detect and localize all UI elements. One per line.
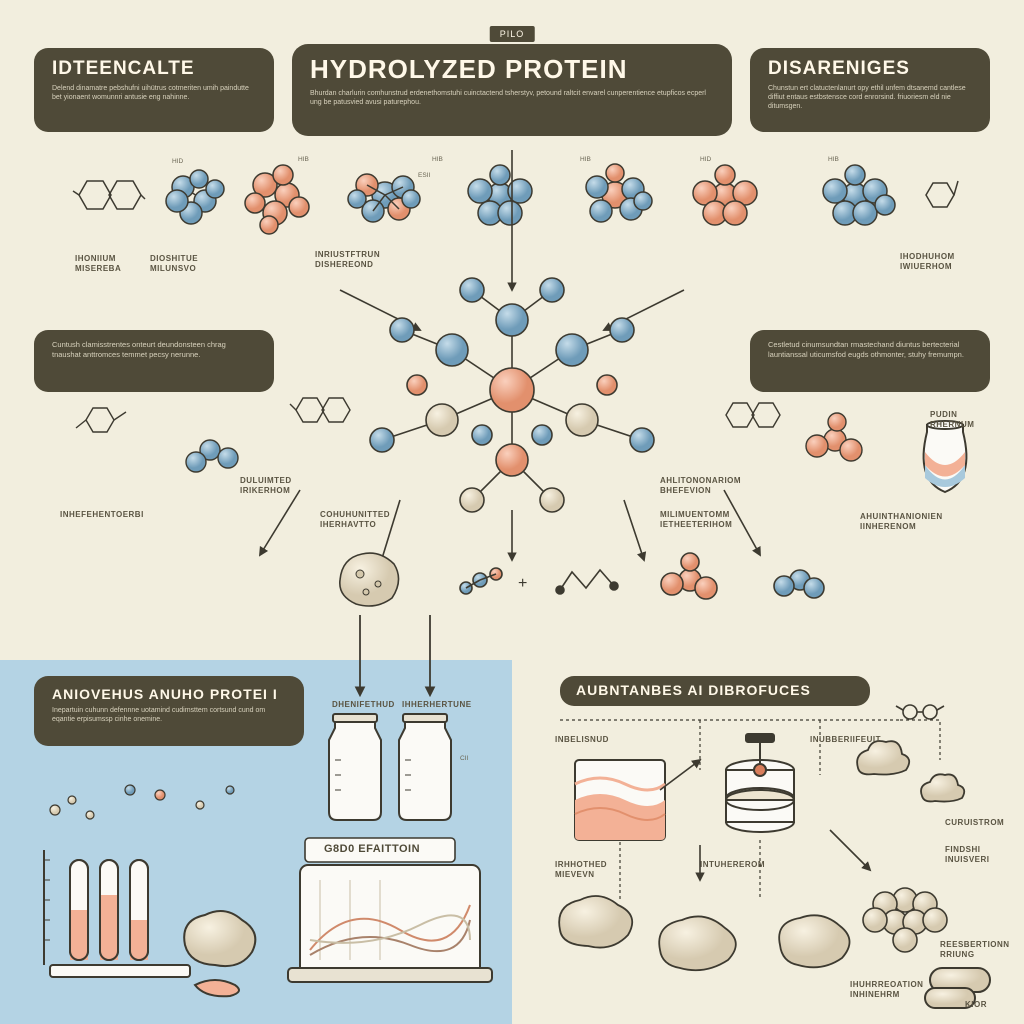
chart-card xyxy=(288,865,492,982)
br-lbl-8: KIOR xyxy=(965,1000,987,1010)
lbl-col-2: COHUHUNITTED IHERHAVTTO xyxy=(320,510,400,530)
lbl-beaker: PUDIN RHERNUM xyxy=(930,410,990,430)
grape-cluster xyxy=(863,888,947,952)
glasses-icon xyxy=(896,705,944,719)
br-lbl-0: INBELISNUD xyxy=(555,735,609,745)
cloud-icons xyxy=(857,741,964,802)
molecule-row-1 xyxy=(73,164,958,234)
lbl-col-0: INRIUSTFTRUN DISHEREOND xyxy=(315,250,395,270)
arrows-top xyxy=(340,150,684,330)
arrows-to-bottles xyxy=(360,615,430,695)
lbl-r1-5: HID xyxy=(700,156,711,164)
milk-bottles xyxy=(329,714,451,820)
lbl-col-1: DULUIMTED IRIKERHOM xyxy=(240,476,320,496)
lbl-r1-0: HID xyxy=(172,158,183,166)
lbl-left-pair-1: IHONIIUM MISEREBA xyxy=(75,254,135,274)
lbl-r1-1: HIB xyxy=(298,156,309,164)
lbl-bottle-1: DHENIFETHUD xyxy=(332,700,395,710)
br-lbl-7: IHUHRREOATION INHINEHRM xyxy=(850,980,930,1000)
lbl-r1-6: HIB xyxy=(828,156,839,164)
blob-icon xyxy=(184,911,255,996)
lbl-rock: INHEFEHENTOERBI xyxy=(60,510,150,520)
bl-scatter xyxy=(50,785,234,819)
br-lbl-3: INTUHEREROM xyxy=(700,860,765,870)
br-lbl-6: REESBERTIONN RRIUNG xyxy=(940,940,1010,960)
lbl-right-single: IHODHUHOM IWIUERHOM xyxy=(900,252,970,272)
br-lbl-1: INUBBERIIFEUIT xyxy=(810,735,881,745)
lbl-r1-4: HIB xyxy=(580,156,591,164)
lbl-r1-2: HIB xyxy=(432,156,443,164)
lbl-bottle-3: CII xyxy=(460,755,468,763)
br-lbl-5: FINDSHI INUISVERI xyxy=(945,845,1005,865)
br-lbl-2: IRHHOTHED MIEVEVN xyxy=(555,860,625,880)
br-blobs xyxy=(559,896,849,970)
beaker-icon xyxy=(924,421,967,492)
lbl-col-3: AHLITONONARIOM BHEFEVION xyxy=(660,476,750,496)
press-icon xyxy=(726,734,794,832)
row-3: + xyxy=(340,553,824,606)
lbl-col-4: MILIMUENTOMM IETHEETERIHOM xyxy=(660,510,750,530)
test-tubes xyxy=(44,850,190,977)
br-lbl-4: CURUISTROM xyxy=(945,818,1004,828)
lbl-left-pair-2: DIOSHITUE MILUNSVO xyxy=(150,254,210,274)
central-molecule xyxy=(370,278,654,512)
chart-title: G8D0 EFAITTOIN xyxy=(324,843,420,857)
lbl-r1-3: ESII xyxy=(418,172,430,180)
lbl-col-5: AHUINTHANIONIEN IINHERENOM xyxy=(860,512,950,532)
svg-text:+: + xyxy=(518,575,527,592)
lbl-bottle-2: IHHERHERTUNE xyxy=(402,700,472,710)
tank-icon xyxy=(575,760,665,840)
